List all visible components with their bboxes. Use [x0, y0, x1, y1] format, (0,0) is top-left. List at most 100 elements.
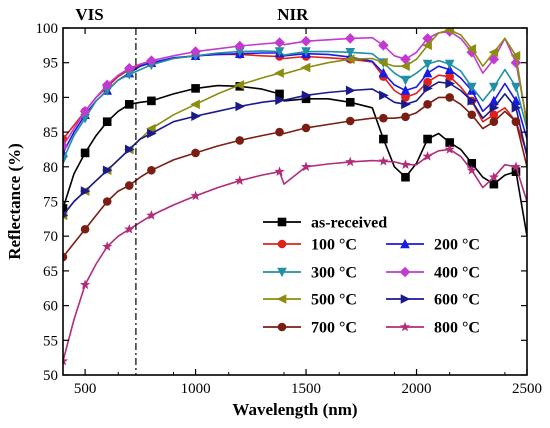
series-layer: [63, 28, 527, 366]
axis-ticks: 500 1000 1500 2000 2500 50 55 60 65 70 75 80 85 90 95 1…: [36, 21, 543, 397]
legend-entry: as-received: [263, 215, 387, 232]
marker-circle: [401, 93, 410, 102]
region-label-nir: NIR: [277, 5, 309, 24]
series-line: [63, 84, 527, 237]
marker-circle: [489, 110, 499, 120]
marker-star: [80, 279, 91, 290]
x-tick-label: 500: [74, 381, 97, 397]
marker-triangle-left: [400, 61, 410, 71]
marker-triangle-left: [300, 62, 311, 73]
marker-triangle-left: [444, 28, 454, 35]
marker-star: [488, 171, 499, 182]
marker-triangle-left: [190, 99, 200, 110]
marker-square: [124, 100, 134, 109]
legend-entry: 400 °C: [386, 265, 480, 282]
y-tick-label: 80: [43, 160, 58, 176]
marker-square: [301, 94, 311, 104]
y-tick-label: 60: [43, 299, 58, 315]
legend-entry: 700 °C: [263, 320, 357, 337]
marker-triangle-right: [191, 111, 201, 121]
marker-triangle-right: [401, 99, 411, 110]
series: [63, 81, 527, 237]
x-tick-label: 2000: [402, 381, 432, 397]
y-tick-label: 65: [43, 264, 58, 280]
marker-triangle-right: [400, 294, 411, 304]
x-tick-label: 1000: [181, 381, 211, 397]
marker-square: [345, 97, 355, 107]
marker-square: [191, 84, 200, 93]
legend-entry: 200 °C: [386, 237, 480, 254]
marker-circle: [301, 123, 311, 133]
marker-star: [345, 156, 356, 167]
marker-circle: [511, 117, 521, 126]
y-axis-title: Reflectance (%): [5, 143, 24, 260]
x-tick-label: 1500: [291, 381, 321, 397]
marker-star: [444, 144, 455, 154]
marker-triangle-down: [511, 82, 521, 93]
marker-triangle-right: [511, 103, 522, 113]
marker-circle: [235, 136, 245, 145]
marker-star: [63, 355, 69, 366]
marker-diamond: [488, 53, 500, 65]
marker-diamond: [274, 37, 285, 48]
marker-star: [124, 223, 135, 234]
marker-triangle-right: [102, 165, 113, 176]
marker-square: [277, 217, 287, 227]
marker-diamond: [422, 33, 433, 44]
marker-circle: [467, 110, 477, 120]
marker-triangle-right: [235, 101, 246, 112]
series: [63, 144, 527, 366]
marker-star: [400, 159, 411, 170]
marker-triangle-right: [423, 83, 433, 94]
marker-square: [63, 204, 68, 213]
marker-triangle-left: [274, 68, 284, 78]
marker-circle: [401, 112, 410, 122]
marker-star: [274, 166, 285, 176]
y-tick-label: 50: [43, 368, 58, 384]
marker-triangle-down: [422, 59, 433, 70]
marker-square: [445, 138, 454, 147]
marker-triangle-left: [344, 54, 355, 65]
marker-triangle-up: [400, 85, 411, 95]
marker-triangle-down: [489, 82, 499, 93]
marker-star: [378, 155, 389, 166]
marker-square: [511, 167, 521, 176]
x-axis-title: Wavelength (nm): [232, 400, 357, 419]
y-tick-label: 85: [43, 125, 58, 141]
legend-entry: 300 °C: [263, 265, 357, 282]
y-tick-label: 95: [43, 56, 58, 72]
marker-star: [190, 190, 201, 201]
series-line: [63, 148, 527, 362]
marker-triangle-down: [301, 47, 311, 57]
marker-circle: [275, 127, 284, 137]
marker-circle: [80, 224, 90, 234]
series: [63, 78, 527, 219]
marker-star: [510, 161, 521, 172]
marker-diamond: [300, 35, 312, 47]
marker-triangle-up: [378, 67, 389, 78]
marker-triangle-down: [444, 59, 455, 70]
series-line: [63, 81, 527, 216]
marker-triangle-left: [422, 40, 432, 51]
marker-diamond: [399, 266, 411, 278]
marker-triangle-down: [63, 155, 68, 166]
legend-label: 300 °C: [311, 265, 357, 282]
marker-circle: [63, 252, 68, 262]
marker-triangle-right: [301, 90, 312, 101]
marker-triangle-left: [146, 123, 156, 134]
marker-circle: [445, 93, 454, 102]
marker-triangle-right: [489, 103, 500, 113]
marker-circle: [445, 72, 454, 81]
marker-diamond: [63, 140, 69, 152]
marker-triangle-left: [488, 47, 499, 58]
legend-label: 500 °C: [311, 292, 357, 309]
marker-triangle-up: [489, 95, 499, 106]
marker-triangle-up: [422, 67, 433, 78]
y-tick-label: 70: [43, 229, 58, 245]
marker-triangle-right: [467, 96, 478, 106]
marker-square: [489, 179, 499, 189]
marker-circle: [379, 113, 388, 123]
marker-triangle-left: [510, 50, 521, 61]
marker-triangle-right: [379, 90, 389, 101]
marker-circle: [489, 117, 499, 126]
